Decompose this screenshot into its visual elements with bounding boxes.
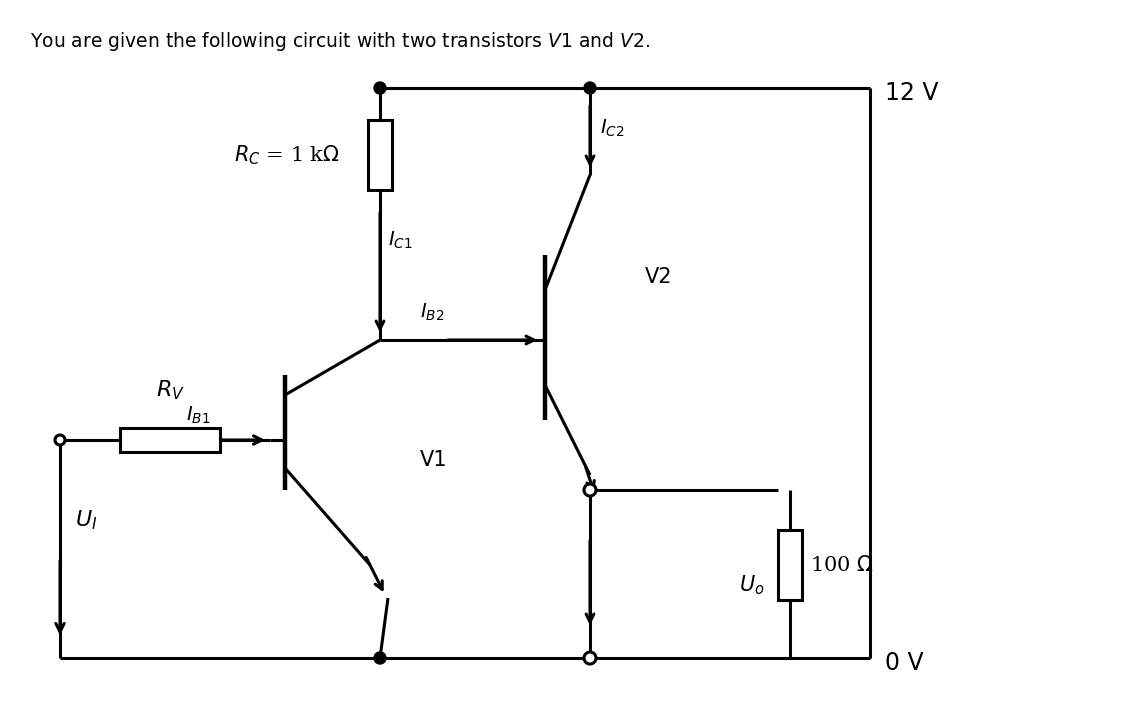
Circle shape <box>55 435 65 445</box>
Circle shape <box>583 484 596 496</box>
Bar <box>778 530 802 600</box>
Text: $I_{C2}$: $I_{C2}$ <box>600 117 625 139</box>
Text: $R_V$: $R_V$ <box>156 378 184 402</box>
Text: V2: V2 <box>645 267 672 287</box>
Text: $I_{C1}$: $I_{C1}$ <box>388 229 413 251</box>
Circle shape <box>374 82 386 94</box>
Circle shape <box>374 652 386 664</box>
Text: 0 V: 0 V <box>885 651 923 675</box>
Text: 12 V: 12 V <box>885 81 938 105</box>
Text: $I_{B1}$: $I_{B1}$ <box>185 404 210 426</box>
Text: You are given the following circuit with two transistors $\mathit{V1}$ and $\mat: You are given the following circuit with… <box>30 30 650 53</box>
Text: $U_o$: $U_o$ <box>739 573 765 596</box>
Bar <box>368 120 392 190</box>
Text: $I_{B2}$: $I_{B2}$ <box>420 301 444 322</box>
Text: 100 $\Omega$: 100 $\Omega$ <box>810 555 874 575</box>
Text: V1: V1 <box>420 450 448 470</box>
Text: $U_I$: $U_I$ <box>75 508 98 532</box>
Text: $R_C$ = 1 k$\Omega$: $R_C$ = 1 k$\Omega$ <box>234 143 340 167</box>
Circle shape <box>583 82 596 94</box>
Bar <box>120 428 220 452</box>
Circle shape <box>583 652 596 664</box>
